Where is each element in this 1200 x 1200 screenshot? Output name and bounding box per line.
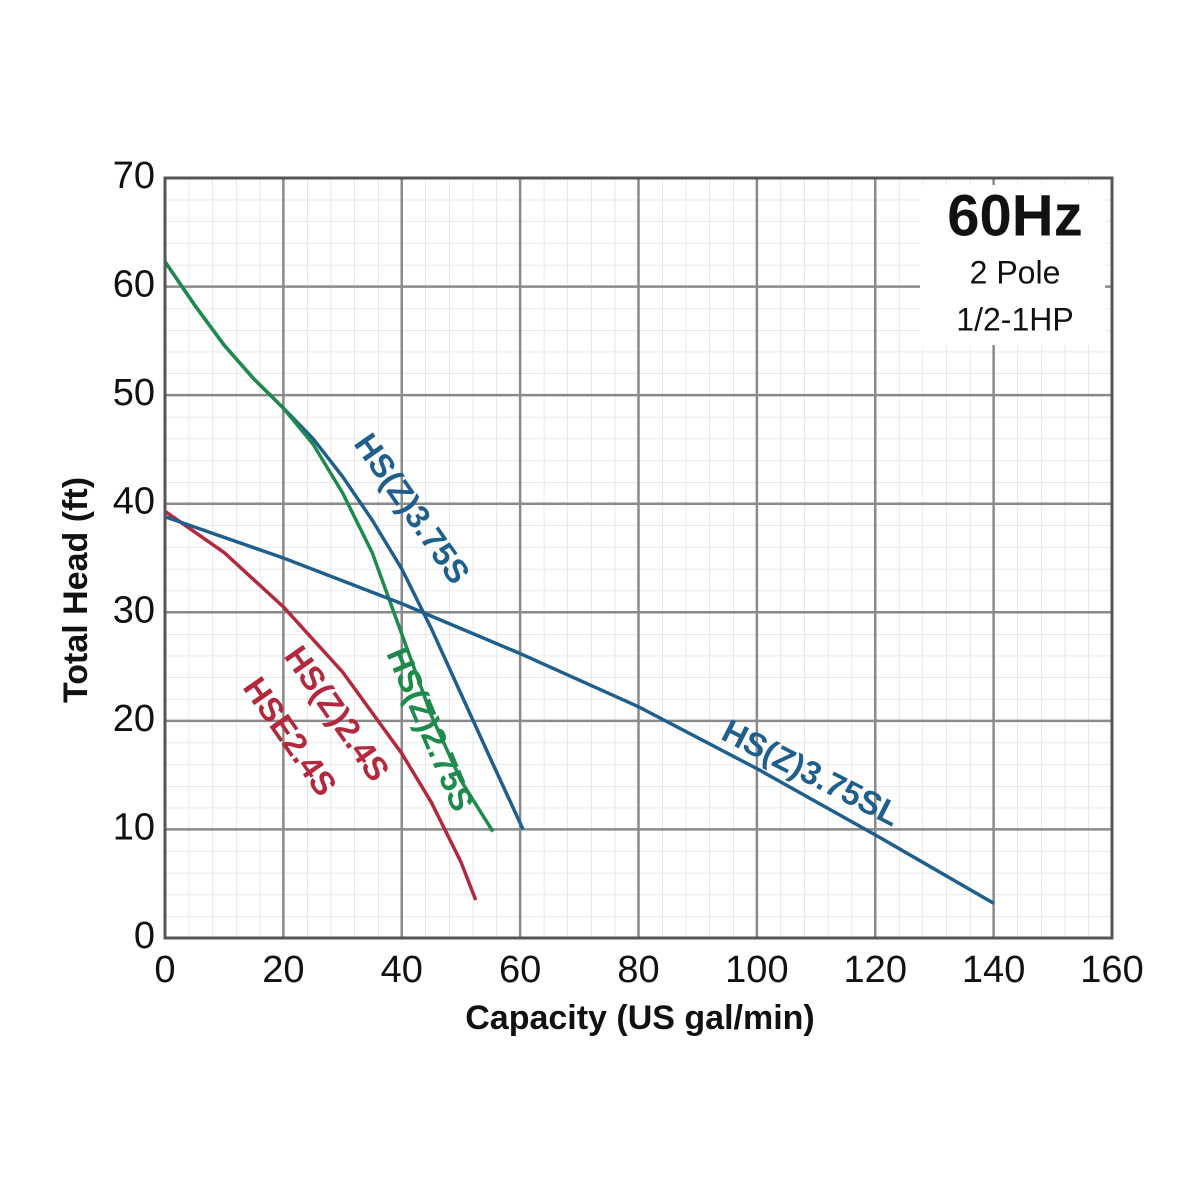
x-tick-label: 80: [617, 949, 659, 991]
y-tick-label: 30: [113, 589, 155, 631]
y-tick-label: 0: [134, 915, 155, 957]
annotation-line: 2 Pole: [970, 254, 1061, 290]
curve: [164, 515, 995, 905]
y-tick-label: 70: [113, 155, 155, 197]
x-tick-label: 160: [1080, 949, 1143, 991]
x-tick-label: 120: [844, 949, 907, 991]
curves: [163, 260, 995, 905]
curve: [163, 260, 495, 833]
annotation-title: 60Hz: [947, 183, 1082, 248]
x-tick-label: 100: [725, 949, 788, 991]
y-tick-label: 10: [113, 806, 155, 848]
annotation-box: [920, 185, 1105, 345]
y-tick-label: 40: [113, 481, 155, 523]
y-tick-label: 20: [113, 698, 155, 740]
y-tick-label: 60: [113, 264, 155, 306]
x-tick-label: 0: [154, 949, 175, 991]
x-axis-title: Capacity (US gal/min): [465, 999, 815, 1037]
x-tick-label: 60: [499, 949, 541, 991]
curve: [163, 509, 478, 901]
x-tick-label: 140: [962, 949, 1025, 991]
y-axis-title: Total Head (ft): [57, 477, 95, 703]
annotation-line: 1/2-1HP: [956, 301, 1073, 337]
x-tick-label: 40: [381, 949, 423, 991]
plot-frame: [163, 176, 1114, 940]
y-tick-label: 50: [113, 372, 155, 414]
x-tick-label: 20: [262, 949, 304, 991]
